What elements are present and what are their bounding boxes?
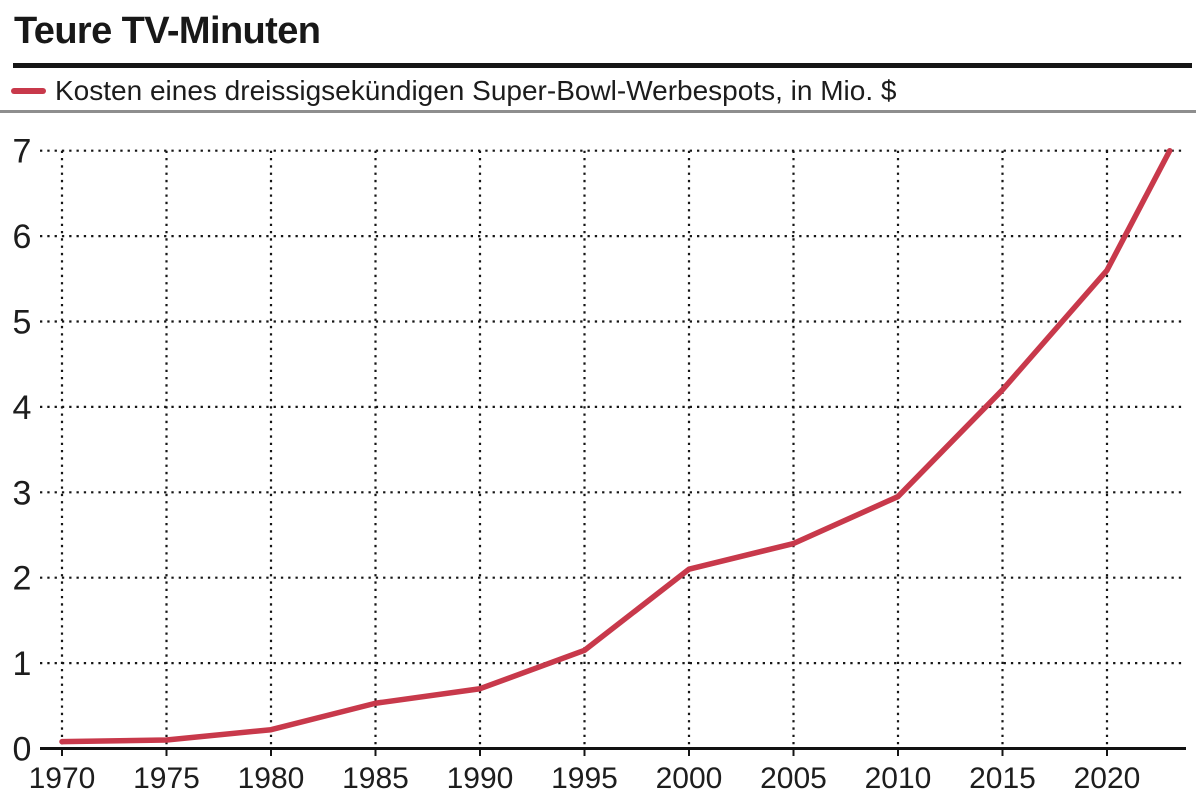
x-axis-label-1990: 1990 bbox=[447, 762, 514, 795]
x-axis-label-1995: 1995 bbox=[551, 762, 618, 795]
legend-label: Kosten eines dreissigsekündigen Super-Bo… bbox=[55, 75, 897, 106]
legend-line-swatch bbox=[11, 88, 46, 94]
y-axis-label-6: 6 bbox=[13, 218, 32, 256]
x-axis-label-2000: 2000 bbox=[656, 762, 723, 795]
y-axis-label-1: 1 bbox=[13, 645, 32, 683]
chart-title: Teure TV-Minuten bbox=[14, 10, 321, 52]
x-axis-label-2020: 2020 bbox=[1074, 762, 1141, 795]
x-axis-label-1970: 1970 bbox=[29, 762, 96, 795]
title-divider bbox=[13, 63, 1192, 68]
x-axis-label-1975: 1975 bbox=[133, 762, 200, 795]
x-axis-label-2005: 2005 bbox=[760, 762, 827, 795]
chart-legend: Kosten eines dreissigsekündigen Super-Bo… bbox=[11, 74, 896, 108]
x-axis-label-1985: 1985 bbox=[342, 762, 409, 795]
cost-line-series bbox=[59, 147, 1173, 745]
y-axis-label-2: 2 bbox=[13, 560, 32, 598]
y-axis-label-4: 4 bbox=[13, 389, 32, 427]
x-axis-label-2015: 2015 bbox=[969, 762, 1036, 795]
y-axis-label-7: 7 bbox=[13, 133, 32, 171]
y-axis-label-5: 5 bbox=[13, 304, 32, 342]
legend-divider bbox=[0, 110, 1196, 113]
y-axis-label-0: 0 bbox=[13, 731, 32, 769]
y-axis-label-3: 3 bbox=[13, 474, 32, 512]
x-axis-label-2010: 2010 bbox=[865, 762, 932, 795]
x-axis-label-1980: 1980 bbox=[238, 762, 305, 795]
